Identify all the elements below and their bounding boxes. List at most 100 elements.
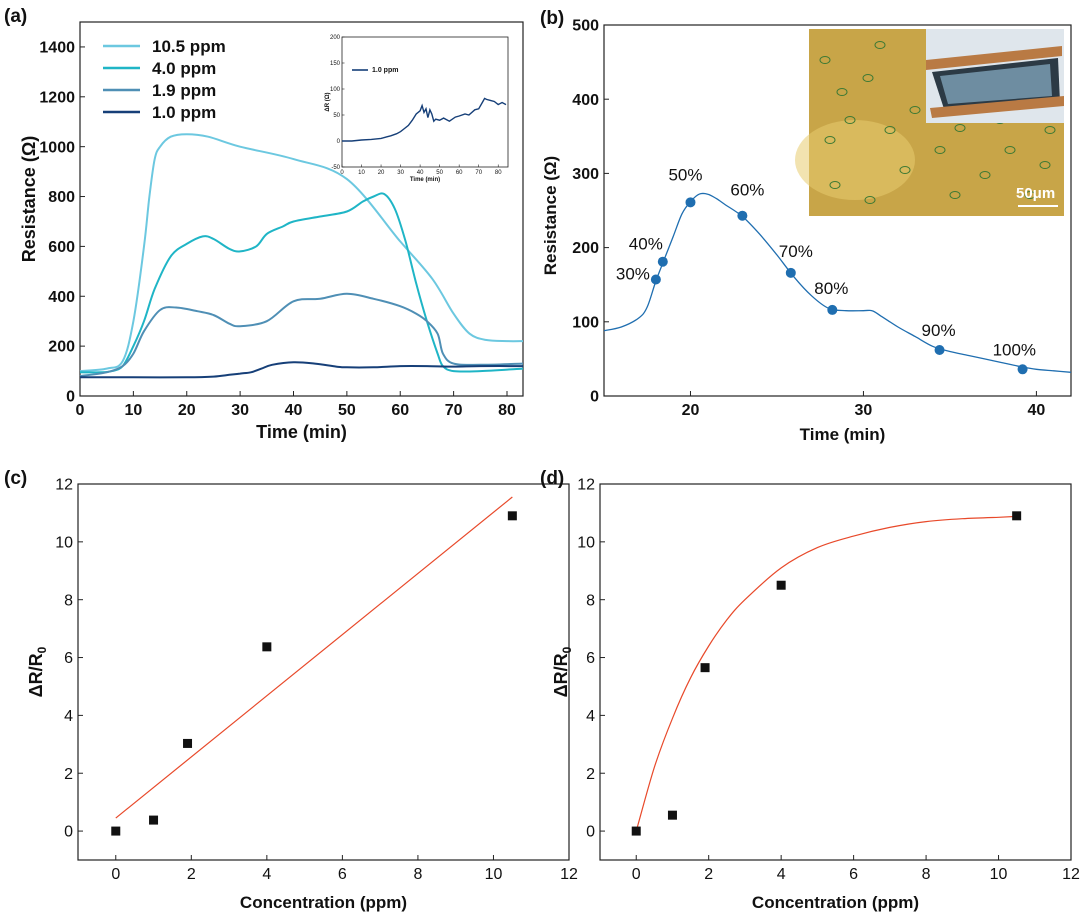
- y-tick-label: 0: [66, 389, 75, 406]
- x-axis-label: Concentration (ppm): [752, 893, 919, 912]
- y-tick-label: 600: [48, 239, 75, 256]
- x-tick-label: 20: [178, 402, 196, 419]
- microscope-grain: [949, 191, 961, 199]
- point-label: 30%: [616, 265, 650, 284]
- y-axis-label: Resistance (Ω): [541, 156, 560, 275]
- inset-y-tick-label: 100: [330, 87, 341, 93]
- microscope-grain: [862, 74, 874, 82]
- microscope-grain: [824, 136, 836, 144]
- y-axis-label-subscript: 0: [560, 646, 574, 653]
- series-line-3: [79, 292, 524, 378]
- device-electrode-top: [926, 46, 1062, 70]
- microscope-grain: [829, 181, 841, 189]
- inset-legend-label: 1.0 ppm: [372, 67, 398, 74]
- x-tick-label: 2: [187, 866, 196, 883]
- inset-x-tick-label: 40: [417, 170, 424, 176]
- data-point: [631, 826, 641, 836]
- microscope-grain: [836, 88, 848, 96]
- x-tick-label: 80: [498, 402, 516, 419]
- microscope-grain: [884, 126, 896, 134]
- microscope-grain: [934, 146, 946, 154]
- panel-label: (d): [540, 468, 564, 489]
- x-tick-label: 10: [990, 866, 1008, 883]
- y-axis-label-subscript: 0: [35, 646, 49, 653]
- plot-frame: [603, 24, 1072, 397]
- x-tick-label: 30: [231, 402, 249, 419]
- x-tick-label: 60: [391, 402, 409, 419]
- microscope-grain: [819, 56, 831, 64]
- panel-c-chart: (c) 0 2 4 6 8 10 12 0 2 4 6 8 10 12 Concentration (ppm)…: [4, 468, 578, 912]
- x-axis-label: Time (min): [800, 425, 886, 444]
- y-tick-label: 12: [55, 477, 73, 494]
- y-tick-label: 300: [572, 166, 599, 183]
- y-tick-label: 100: [572, 314, 599, 331]
- plot-frame: [77, 483, 570, 861]
- y-axis-label: ΔR/R0: [551, 646, 574, 697]
- data-point: [776, 580, 786, 590]
- x-tick-label: 4: [777, 866, 786, 883]
- y-tick-label: 8: [586, 592, 595, 609]
- x-tick-label: 12: [1062, 866, 1080, 883]
- microscope-grain: [1024, 191, 1036, 199]
- inset-series-line: [342, 97, 507, 142]
- data-point: [685, 197, 696, 208]
- data-point: [657, 256, 668, 267]
- microscope-grain: [1004, 146, 1016, 154]
- legend-label: 1.9 ppm: [152, 81, 216, 100]
- data-point: [737, 210, 748, 221]
- y-tick-label: 1200: [39, 89, 75, 106]
- x-tick-label: 8: [413, 866, 422, 883]
- series-line-4: [80, 361, 524, 379]
- microscope-glare: [795, 120, 915, 200]
- panel-label: (a): [4, 6, 27, 27]
- microscope-grain: [844, 116, 856, 124]
- data-point: [934, 344, 945, 355]
- data-point: [111, 826, 121, 836]
- data-point: [827, 304, 838, 315]
- fit-line: [115, 496, 513, 819]
- point-label: 50%: [668, 165, 702, 184]
- y-tick-label: 200: [48, 339, 75, 356]
- inset-y-tick-label: 50: [333, 113, 340, 119]
- data-point: [700, 663, 710, 673]
- legend-label: 1.0 ppm: [152, 103, 216, 122]
- point-label: 60%: [730, 181, 764, 200]
- microscope-grain: [864, 196, 876, 204]
- microscope-grain: [1039, 161, 1051, 169]
- y-tick-label: 8: [64, 592, 73, 609]
- y-tick-label: 0: [590, 389, 599, 406]
- microscope-grain: [1044, 126, 1056, 134]
- inset-x-axis-label: Time (min): [410, 177, 440, 183]
- y-tick-label: 500: [572, 18, 599, 35]
- data-point: [262, 642, 272, 652]
- x-tick-label: 20: [682, 402, 700, 419]
- y-axis-label-main: ΔR/R: [551, 653, 571, 697]
- y-tick-label: 400: [572, 92, 599, 109]
- data-point: [1012, 511, 1022, 521]
- y-tick-label: 400: [48, 289, 75, 306]
- microscope-grain: [909, 106, 921, 114]
- data-point: [667, 810, 677, 820]
- x-tick-label: 50: [338, 402, 356, 419]
- device-electrode-bottom: [930, 96, 1064, 118]
- x-tick-label: 2: [704, 866, 713, 883]
- x-tick-label: 70: [445, 402, 463, 419]
- device-film: [940, 64, 1052, 104]
- x-tick-label: 4: [262, 866, 271, 883]
- inset-frame: [341, 36, 509, 168]
- x-tick-label: 40: [1028, 402, 1046, 419]
- data-point: [650, 274, 661, 285]
- point-label: 40%: [629, 235, 663, 254]
- panel-d-chart: (d) 0 2 4 6 8 10 12 0 2 4 6 8 10 12 Concentration (ppm)…: [540, 468, 1080, 912]
- legend-label: 10.5 ppm: [152, 37, 226, 56]
- data-point: [507, 511, 517, 521]
- humidity-curve: [603, 192, 1072, 373]
- y-tick-label: 6: [586, 650, 595, 667]
- y-axis-label: ΔR/R0: [26, 646, 49, 697]
- microscope-grain: [899, 166, 911, 174]
- panel-label: (b): [540, 8, 564, 29]
- y-axis-label: Resistance (Ω): [19, 136, 39, 262]
- legend-label: 4.0 ppm: [152, 59, 216, 78]
- point-label: 100%: [993, 340, 1036, 359]
